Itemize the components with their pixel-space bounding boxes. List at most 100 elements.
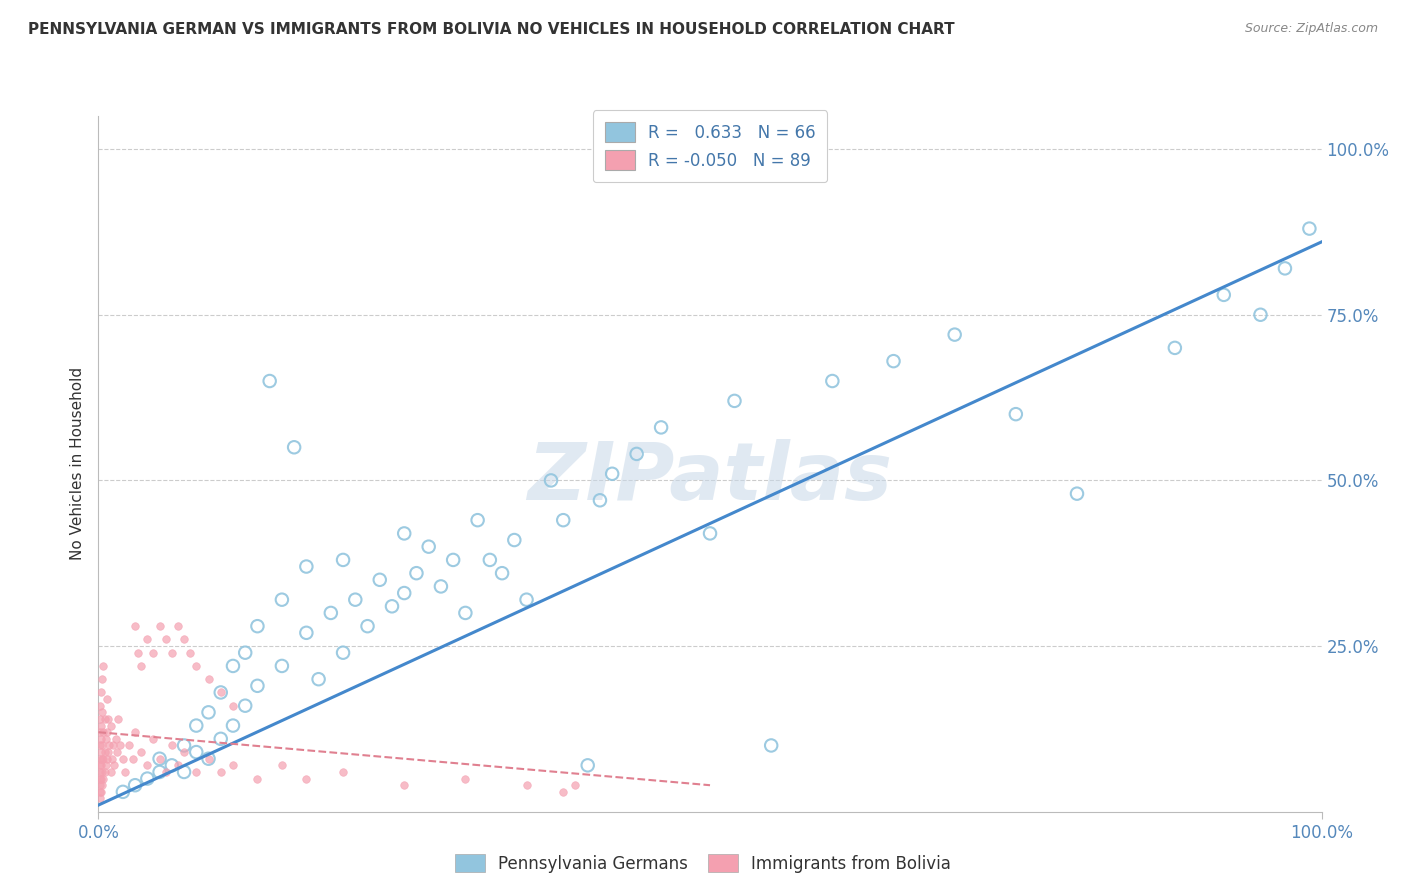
- Point: [222, 659, 245, 673]
- Point: [96, 692, 118, 706]
- Point: [344, 592, 367, 607]
- Point: [97, 712, 120, 726]
- Point: [127, 646, 149, 660]
- Point: [129, 659, 152, 673]
- Point: [503, 533, 526, 547]
- Point: [540, 474, 562, 488]
- Point: [118, 739, 141, 753]
- Point: [515, 778, 537, 792]
- Point: [270, 758, 294, 772]
- Point: [308, 672, 330, 686]
- Point: [699, 526, 721, 541]
- Point: [105, 745, 128, 759]
- Point: [96, 725, 118, 739]
- Point: [209, 731, 232, 746]
- Point: [89, 739, 111, 753]
- Point: [1004, 407, 1026, 421]
- Point: [723, 393, 745, 408]
- Point: [104, 731, 127, 746]
- Point: [90, 758, 112, 772]
- Point: [564, 778, 586, 792]
- Text: ZIPatlas: ZIPatlas: [527, 439, 893, 516]
- Point: [270, 659, 294, 673]
- Point: [491, 566, 513, 581]
- Point: [91, 672, 114, 686]
- Point: [441, 553, 464, 567]
- Point: [94, 758, 117, 772]
- Legend: Pennsylvania Germans, Immigrants from Bolivia: Pennsylvania Germans, Immigrants from Bo…: [449, 847, 957, 880]
- Point: [173, 739, 195, 753]
- Point: [454, 772, 477, 786]
- Point: [246, 772, 269, 786]
- Point: [91, 739, 114, 753]
- Point: [186, 764, 208, 779]
- Point: [222, 698, 245, 713]
- Point: [186, 745, 208, 759]
- Point: [179, 646, 201, 660]
- Point: [381, 599, 404, 614]
- Point: [392, 586, 416, 600]
- Y-axis label: No Vehicles in Household: No Vehicles in Household: [69, 368, 84, 560]
- Point: [209, 764, 232, 779]
- Point: [90, 685, 112, 699]
- Point: [1164, 341, 1187, 355]
- Point: [91, 772, 114, 786]
- Point: [91, 659, 114, 673]
- Point: [142, 731, 165, 746]
- Point: [96, 752, 118, 766]
- Point: [222, 758, 245, 772]
- Point: [155, 632, 177, 647]
- Point: [101, 752, 124, 766]
- Point: [91, 752, 114, 766]
- Point: [186, 718, 208, 732]
- Point: [100, 718, 122, 732]
- Point: [259, 374, 281, 388]
- Point: [89, 752, 111, 766]
- Point: [111, 785, 134, 799]
- Point: [173, 764, 195, 779]
- Point: [576, 758, 599, 772]
- Point: [149, 752, 172, 766]
- Point: [160, 646, 183, 660]
- Point: [89, 698, 111, 713]
- Point: [160, 739, 183, 753]
- Point: [101, 739, 124, 753]
- Point: [124, 619, 146, 633]
- Point: [90, 745, 112, 759]
- Point: [222, 718, 245, 732]
- Point: [93, 745, 115, 759]
- Point: [197, 752, 219, 766]
- Point: [392, 778, 416, 792]
- Point: [332, 764, 354, 779]
- Point: [93, 764, 115, 779]
- Point: [1274, 261, 1296, 276]
- Point: [356, 619, 378, 633]
- Point: [233, 646, 256, 660]
- Point: [319, 606, 342, 620]
- Point: [478, 553, 501, 567]
- Point: [90, 718, 112, 732]
- Point: [90, 731, 112, 746]
- Point: [89, 712, 111, 726]
- Point: [89, 772, 111, 786]
- Point: [149, 752, 172, 766]
- Point: [136, 632, 159, 647]
- Point: [883, 354, 905, 368]
- Point: [91, 778, 114, 792]
- Point: [142, 646, 165, 660]
- Point: [103, 758, 125, 772]
- Point: [589, 493, 612, 508]
- Point: [650, 420, 672, 434]
- Point: [111, 752, 134, 766]
- Point: [943, 327, 966, 342]
- Point: [553, 513, 575, 527]
- Point: [167, 619, 190, 633]
- Point: [129, 745, 152, 759]
- Point: [90, 785, 112, 799]
- Point: [467, 513, 489, 527]
- Point: [233, 698, 256, 713]
- Point: [93, 712, 115, 726]
- Point: [110, 739, 132, 753]
- Point: [197, 672, 219, 686]
- Point: [121, 752, 143, 766]
